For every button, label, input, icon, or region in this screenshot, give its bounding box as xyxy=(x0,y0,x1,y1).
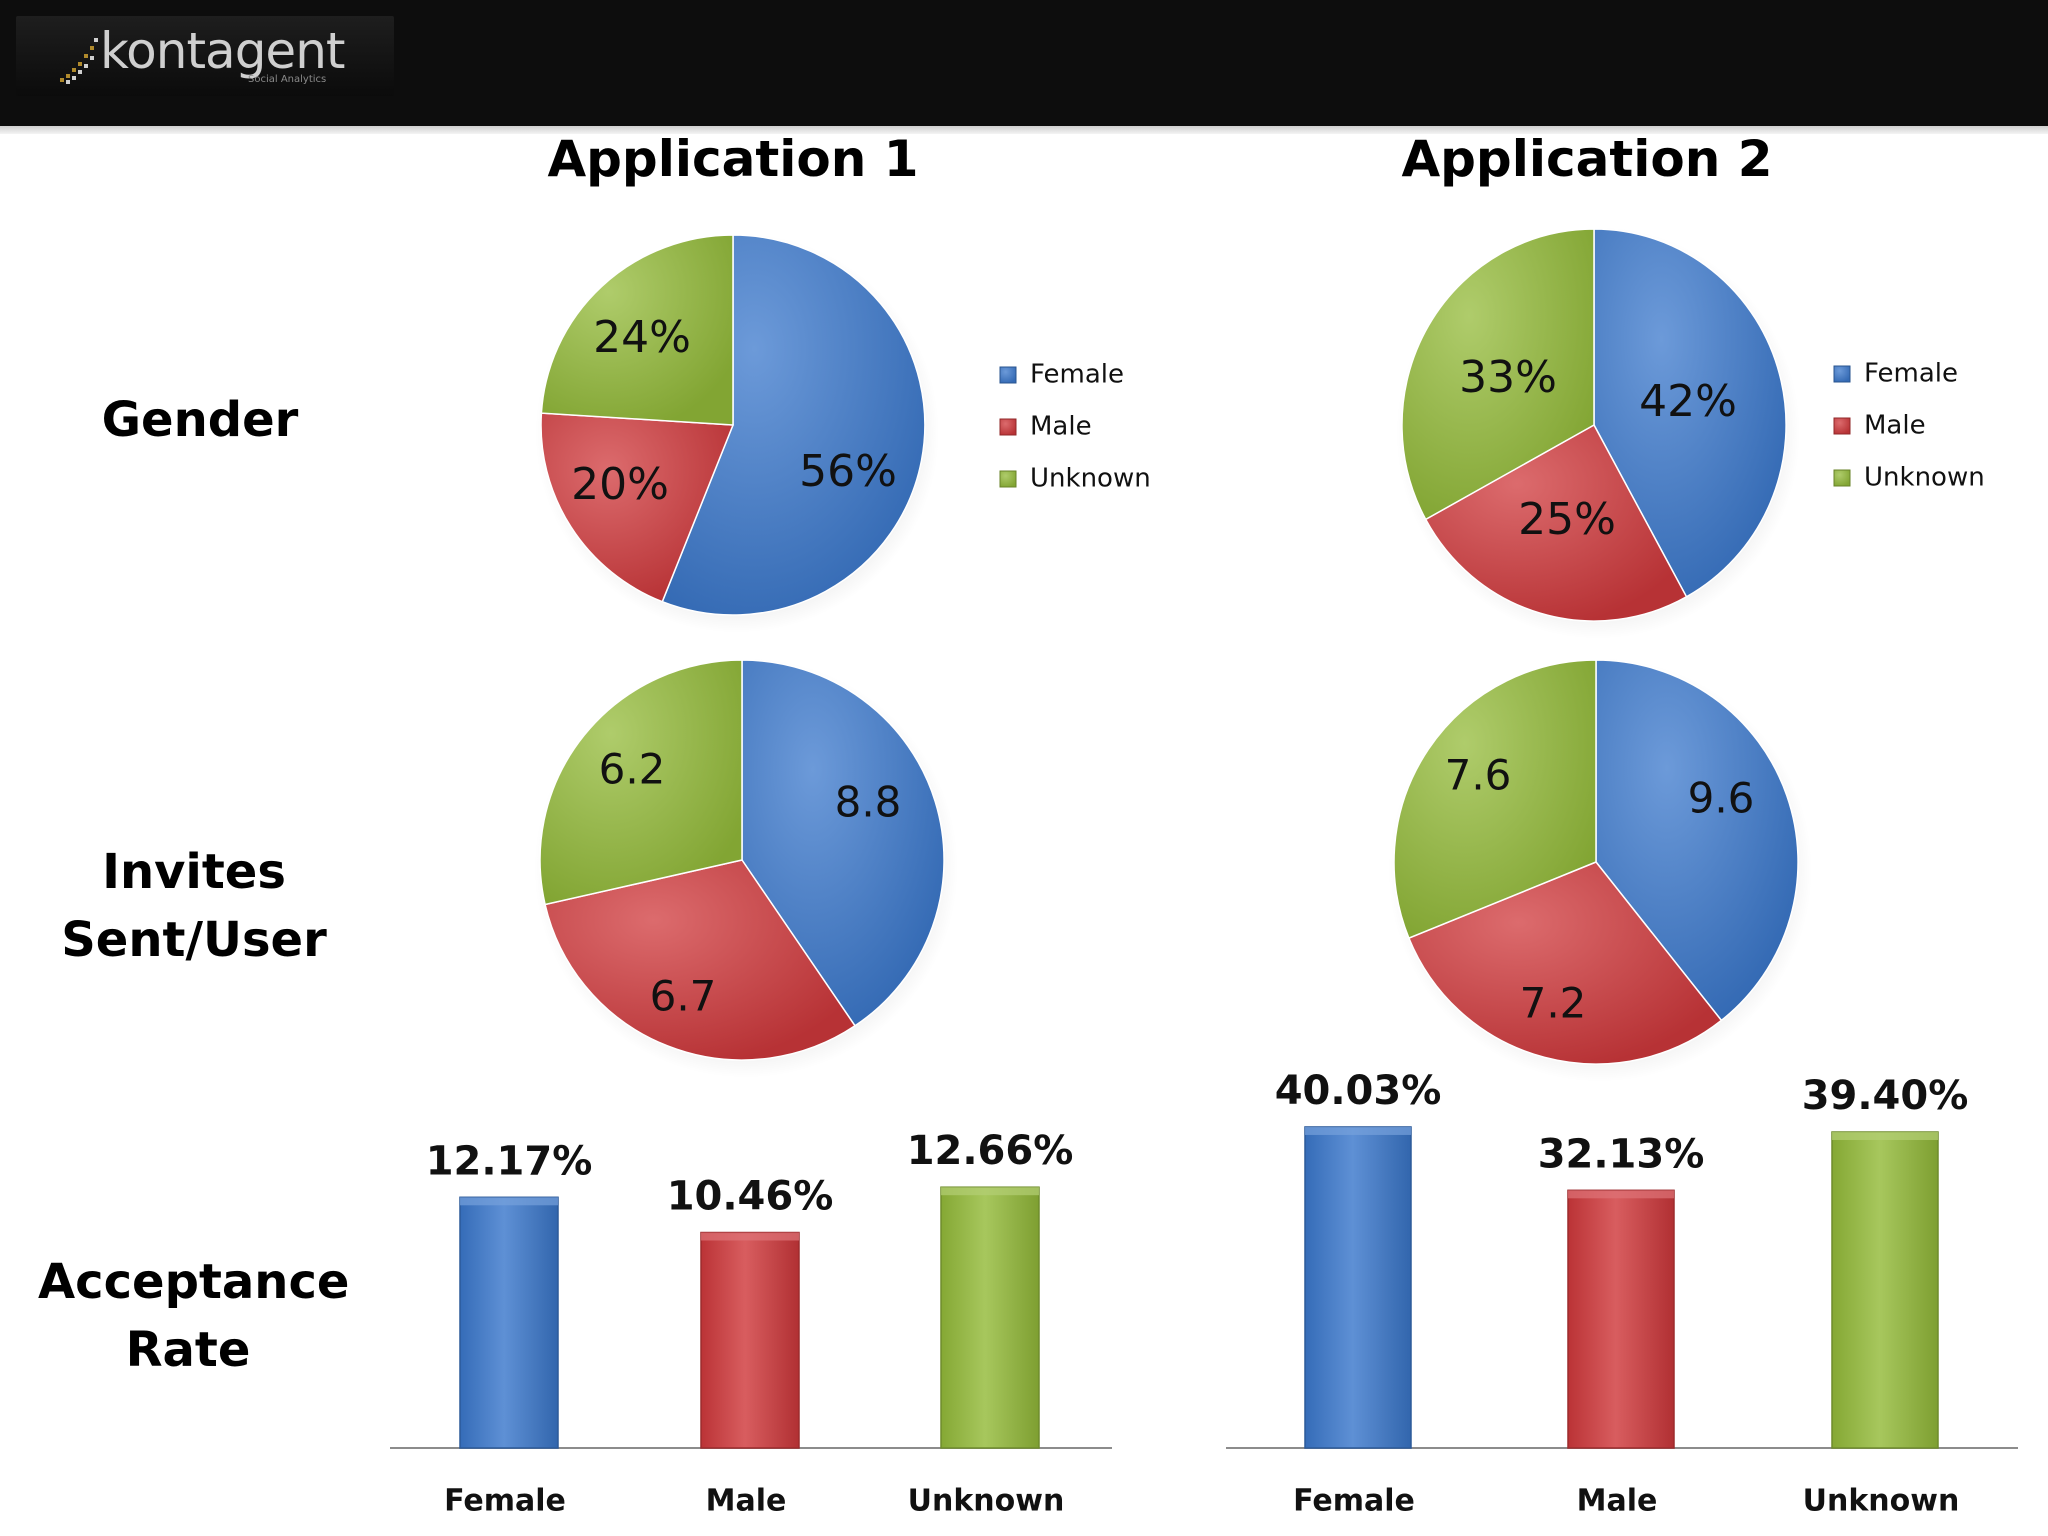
row-label-invites-line2: Sent/User xyxy=(61,912,327,968)
bar-female xyxy=(459,1196,559,1449)
logo-text: kontagent xyxy=(100,22,345,80)
pie-slice-unknown xyxy=(1393,659,1597,940)
pie-slice-female xyxy=(741,659,945,1027)
pie-slice-female xyxy=(1593,228,1787,598)
pie-label-female: 56% xyxy=(799,446,897,497)
column-title-application-1: Application 1 xyxy=(547,130,919,188)
row-label-acceptance: Acceptance Rate xyxy=(38,1248,350,1384)
bar-category-label-unknown: Unknown xyxy=(1803,1484,1960,1519)
legend-label-male: Male xyxy=(1030,412,1092,442)
bar-value-label-unknown: 12.66% xyxy=(907,1128,1074,1174)
pie-label-male: 25% xyxy=(1518,494,1616,545)
header-bar: kontagent Social Analytics xyxy=(0,0,2048,126)
logo-subtitle: Social Analytics xyxy=(248,74,327,85)
pie-slice-male xyxy=(1424,423,1688,622)
pie-label-unknown: 24% xyxy=(593,312,691,363)
pie-slice-unknown xyxy=(540,234,734,426)
pie-slice-male xyxy=(544,859,857,1061)
bar-male xyxy=(700,1231,800,1449)
pie-label-unknown: 6.2 xyxy=(599,745,666,794)
pie-label-female: 42% xyxy=(1639,376,1737,427)
bar-top-highlight xyxy=(941,1187,1039,1196)
header-divider xyxy=(0,126,2048,134)
bar-top-highlight xyxy=(1568,1190,1674,1199)
bar-male xyxy=(1567,1189,1675,1449)
bar-category-label-male: Male xyxy=(706,1484,787,1519)
legend-label-female: Female xyxy=(1030,360,1124,390)
bar-unknown xyxy=(940,1186,1040,1449)
legend-label-unknown: Unknown xyxy=(1864,463,1985,493)
legend-swatch-female xyxy=(999,366,1017,384)
row-label-invites-line1: Invites xyxy=(102,844,286,900)
bar-value-label-female: 40.03% xyxy=(1275,1068,1442,1114)
pie-label-female: 8.8 xyxy=(835,778,902,827)
bar-top-highlight xyxy=(1305,1126,1411,1135)
pie-label-unknown: 7.6 xyxy=(1445,751,1512,800)
legend-swatch-male xyxy=(999,418,1017,436)
legend-swatch-unknown xyxy=(999,470,1017,488)
bar-category-label-female: Female xyxy=(444,1484,566,1519)
row-label-invites: Invites Sent/User xyxy=(54,838,334,974)
bar-category-label-female: Female xyxy=(1293,1484,1415,1519)
bar-female xyxy=(1304,1126,1412,1449)
pie-slice-unknown xyxy=(539,659,743,906)
kontagent-logo: kontagent Social Analytics xyxy=(16,16,394,96)
legend-swatch-female xyxy=(1833,365,1851,383)
pie-label-female: 9.6 xyxy=(1688,774,1755,823)
legend-label-female: Female xyxy=(1864,359,1958,389)
row-label-gender: Gender xyxy=(101,392,299,448)
bar-value-label-male: 10.46% xyxy=(667,1174,834,1220)
pie-label-male: 6.7 xyxy=(650,972,717,1021)
bar-value-label-unknown: 39.40% xyxy=(1802,1073,1969,1119)
pie-label-male: 7.2 xyxy=(1520,979,1587,1028)
pie-label-male: 20% xyxy=(571,459,669,510)
legend-swatch-unknown xyxy=(1833,469,1851,487)
column-title-application-2: Application 2 xyxy=(1401,130,1773,188)
bar-top-highlight xyxy=(701,1232,799,1241)
bar-category-label-male: Male xyxy=(1577,1484,1658,1519)
bar-category-label-unknown: Unknown xyxy=(908,1484,1065,1519)
legend-label-male: Male xyxy=(1864,411,1926,441)
row-label-acceptance-line2: Rate xyxy=(125,1322,251,1378)
row-label-acceptance-line1: Acceptance xyxy=(38,1254,350,1310)
pie-slice-male xyxy=(1407,861,1723,1065)
pie-slice-female xyxy=(661,234,926,616)
bar-top-highlight xyxy=(460,1197,558,1206)
bar-top-highlight xyxy=(1832,1132,1938,1141)
legend-label-unknown: Unknown xyxy=(1030,464,1151,494)
pie-label-unknown: 33% xyxy=(1459,352,1557,403)
bar-value-label-female: 12.17% xyxy=(426,1138,593,1184)
bar-unknown xyxy=(1831,1131,1939,1449)
pie-slice-male xyxy=(540,412,735,603)
pie-slice-unknown xyxy=(1401,228,1595,521)
legend-swatch-male xyxy=(1833,417,1851,435)
logo-mark-icon xyxy=(60,38,98,84)
pie-slice-female xyxy=(1595,659,1799,1022)
bar-value-label-male: 32.13% xyxy=(1538,1131,1705,1177)
